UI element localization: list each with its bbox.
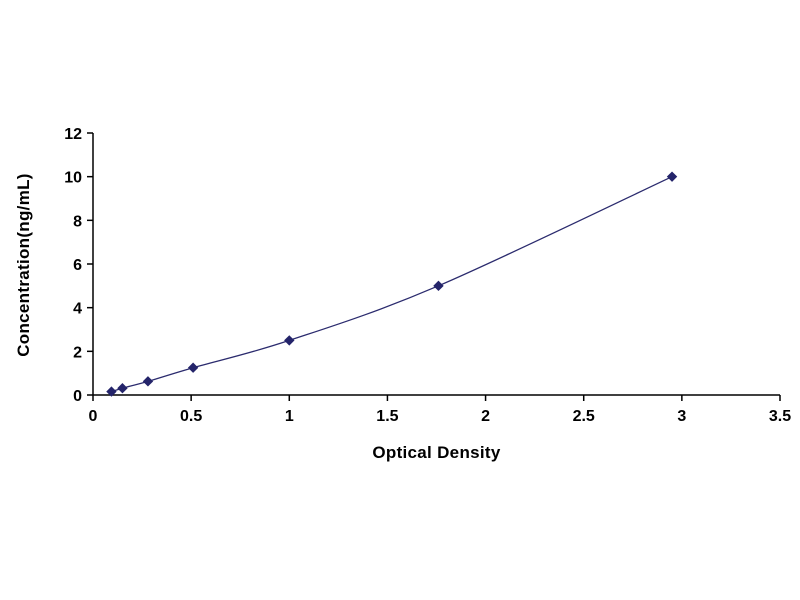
data-point-marker: [142, 376, 154, 387]
x-tick-label: 2: [481, 408, 490, 425]
x-tick-label: 2.5: [573, 408, 595, 425]
y-tick-label: 10: [64, 170, 82, 187]
data-point-marker: [117, 382, 128, 394]
x-tick-label: 1: [285, 408, 294, 425]
series-line: [111, 176, 673, 393]
data-point-marker: [284, 335, 295, 346]
x-tick-label: 3.5: [769, 408, 791, 425]
y-tick-label: 12: [64, 126, 82, 143]
data-point-marker: [106, 386, 117, 397]
y-tick-label: 2: [73, 344, 82, 361]
x-tick-label: 1.5: [376, 408, 398, 425]
x-tick-label: 0.5: [180, 408, 202, 425]
x-axis-title: Optical Density: [372, 443, 501, 462]
y-tick-label: 4: [73, 301, 82, 318]
x-tick-label: 3: [677, 408, 686, 425]
y-axis-title: Concentration(ng/mL): [14, 173, 33, 357]
y-tick-label: 6: [73, 257, 82, 274]
data-point-marker: [187, 362, 199, 373]
data-point-marker: [433, 280, 444, 292]
y-tick-label: 0: [73, 388, 82, 405]
y-tick-label: 8: [73, 213, 82, 230]
x-tick-label: 0: [89, 408, 98, 425]
data-point-marker: [666, 171, 678, 182]
